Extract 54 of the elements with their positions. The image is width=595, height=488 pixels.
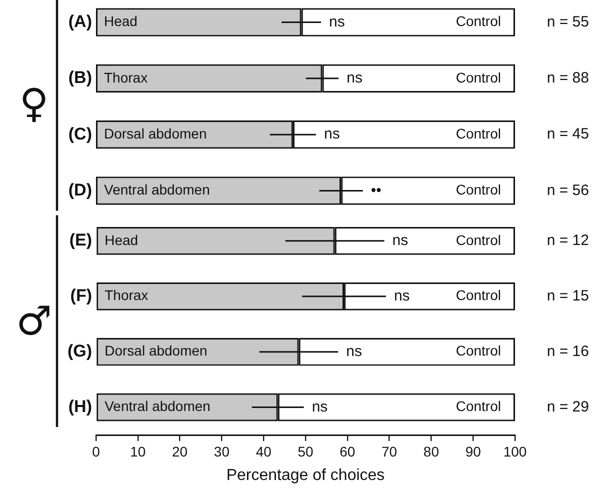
y-tick-label: (G) bbox=[67, 342, 92, 361]
text: n = 29 bbox=[546, 398, 589, 416]
data-label: Thorax bbox=[104, 287, 148, 304]
x-tick-label: 90 bbox=[465, 443, 482, 460]
x-tick-label: 10 bbox=[130, 443, 146, 460]
series-label: Control bbox=[456, 69, 501, 86]
text: n = 55 bbox=[546, 13, 589, 30]
data-label: Head bbox=[104, 232, 138, 248]
y-tick-label: (B) bbox=[68, 68, 92, 88]
x-tick-label: 40 bbox=[256, 443, 272, 460]
annotation: ns bbox=[329, 13, 345, 30]
annotation: ns bbox=[324, 126, 340, 143]
x-tick-label: 80 bbox=[423, 443, 440, 460]
annotation: •• bbox=[370, 182, 382, 199]
data-label: Thorax bbox=[104, 69, 148, 86]
x-tick-label: 30 bbox=[214, 443, 230, 460]
text: n = 12 bbox=[546, 232, 589, 250]
text: n = 16 bbox=[546, 342, 589, 360]
y-axis-title: ♂ bbox=[16, 298, 52, 344]
text: Control bbox=[456, 342, 501, 359]
text: Control bbox=[456, 182, 501, 198]
x-tick-label: 60 bbox=[340, 443, 356, 460]
annotation: ns bbox=[346, 342, 362, 360]
text: Control bbox=[456, 13, 501, 30]
annotation: ns bbox=[394, 288, 410, 305]
y-tick-label: (C) bbox=[68, 124, 92, 144]
data-label: Ventral abdomen bbox=[104, 182, 210, 198]
text: Control bbox=[456, 398, 501, 414]
y-tick-label: (F) bbox=[70, 286, 92, 306]
data-label: Ventral abdomen bbox=[104, 398, 210, 414]
x-tick-label: 70 bbox=[382, 443, 398, 460]
y-tick-label: (E) bbox=[69, 230, 92, 250]
series-label: Control bbox=[456, 232, 501, 248]
y-tick-label: (A) bbox=[68, 12, 92, 31]
x-tick-label: 20 bbox=[172, 443, 188, 460]
text: Control bbox=[456, 125, 501, 142]
text: n = 15 bbox=[546, 288, 589, 305]
text: n = 56 bbox=[546, 182, 589, 199]
annotation: ns bbox=[346, 70, 362, 87]
text: Control bbox=[456, 287, 501, 304]
annotation: ns bbox=[312, 398, 328, 416]
x-tick-label: 100 bbox=[503, 443, 527, 460]
y-tick-label: (H) bbox=[68, 396, 92, 416]
x-tick-label: 50 bbox=[298, 443, 314, 460]
data-label: Head bbox=[104, 13, 138, 30]
y-tick-label: (D) bbox=[68, 180, 92, 200]
text: n = 88 bbox=[546, 70, 589, 87]
data-label: Dorsal abdomen bbox=[104, 342, 208, 359]
x-tick-label: 0 bbox=[92, 443, 100, 460]
annotation: ns bbox=[392, 232, 408, 250]
text: n = 45 bbox=[546, 126, 589, 143]
y-axis-title: ♀ bbox=[19, 80, 49, 127]
x-axis-title: Percentage of choices bbox=[226, 466, 385, 484]
data-label: Dorsal abdomen bbox=[104, 125, 207, 142]
